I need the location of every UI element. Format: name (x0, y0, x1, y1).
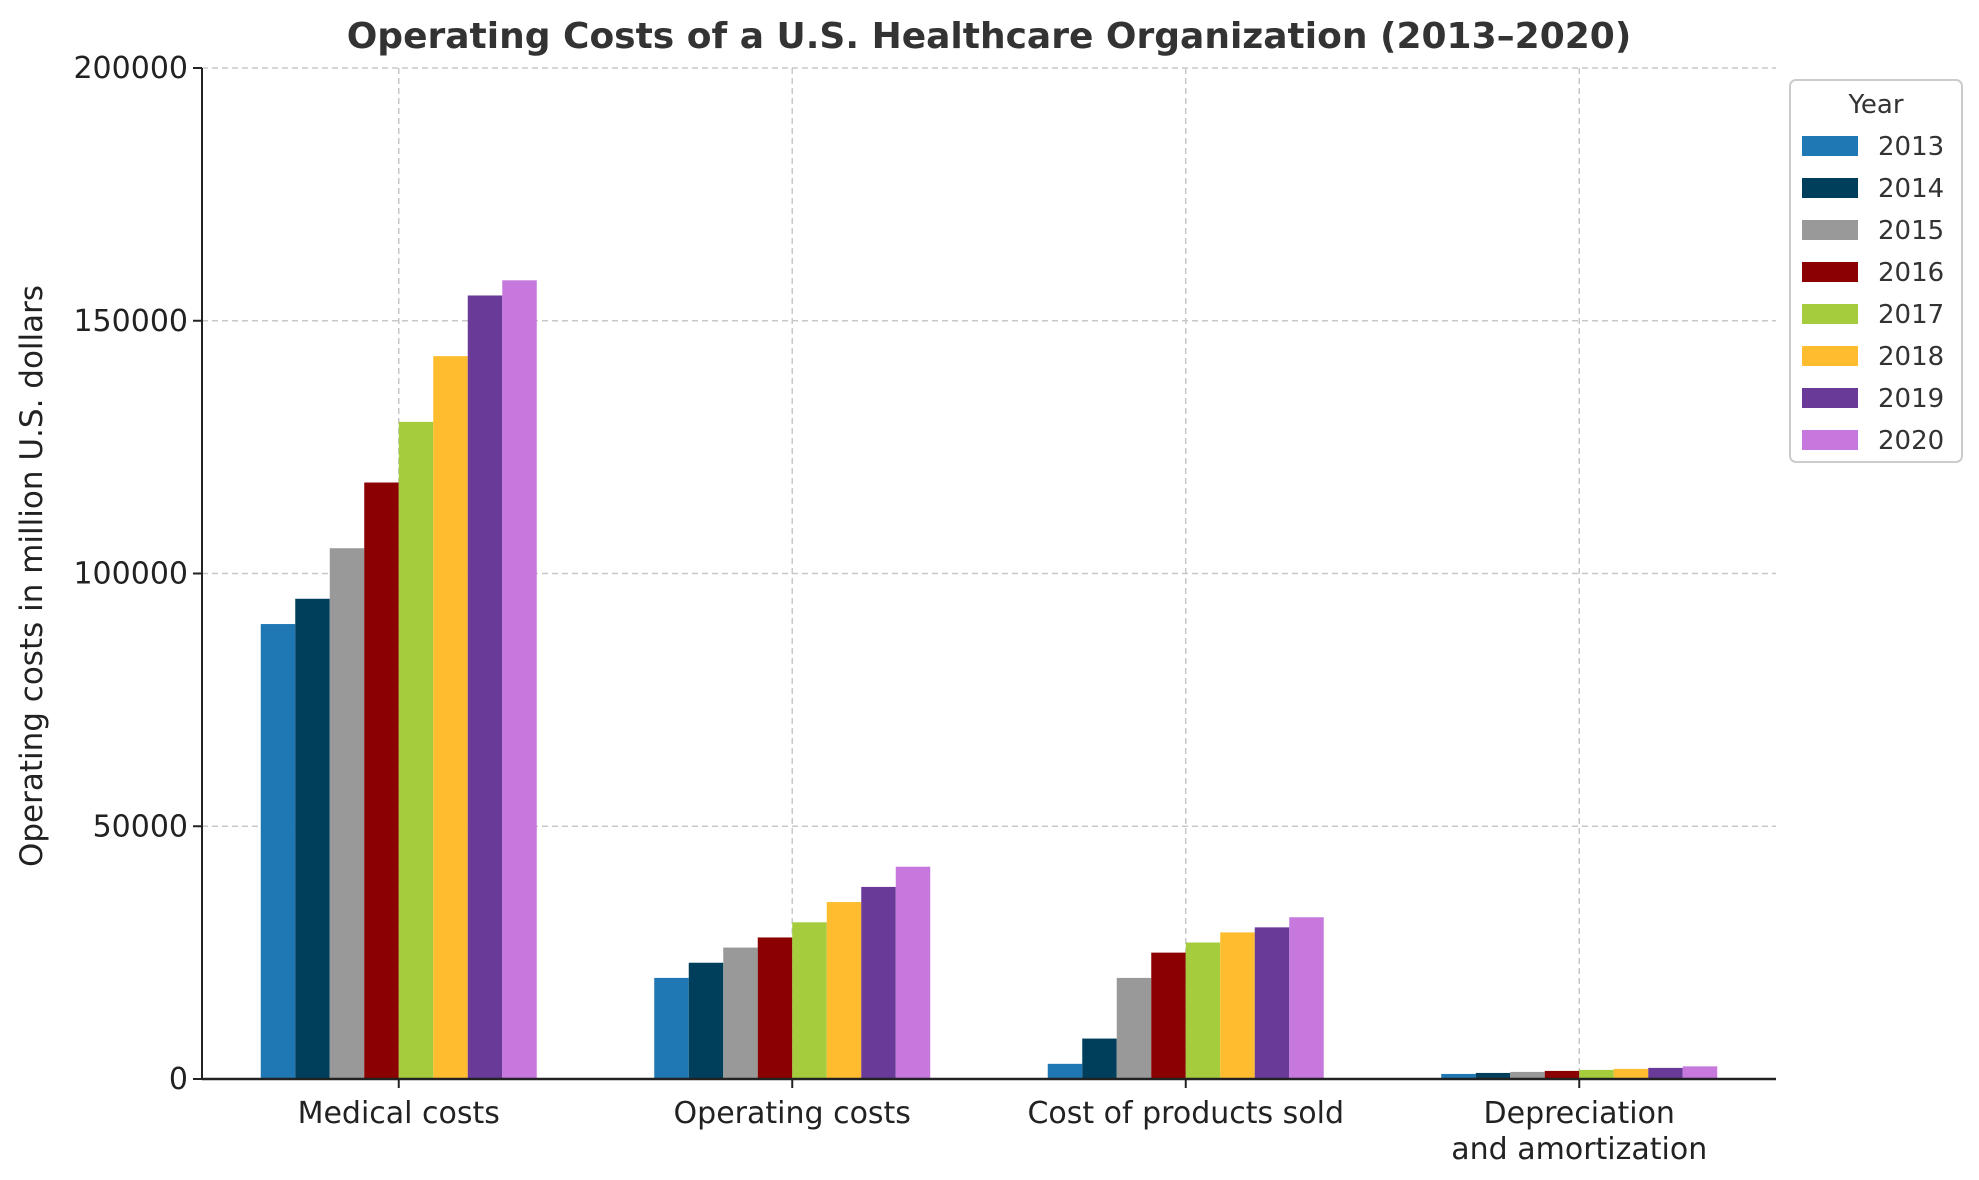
y-axis-ticks: 0 50000 100000 150000 200000 (73, 51, 202, 1097)
bar (1289, 917, 1324, 1079)
bar (757, 937, 793, 1079)
legend-swatch (1802, 430, 1858, 450)
legend-label: 2018 (1878, 342, 1944, 372)
legend-swatch (1802, 346, 1858, 366)
legend-label: 2014 (1878, 174, 1944, 204)
legend-title: Year (1847, 90, 1903, 120)
legend-label: 2013 (1878, 132, 1944, 162)
legend-swatch (1802, 178, 1858, 198)
bar (1116, 977, 1152, 1079)
legend-swatch (1802, 304, 1858, 324)
bar (260, 624, 296, 1079)
y-tick-label: 0 (169, 1062, 188, 1097)
x-tick-label: Cost of products sold (1027, 1096, 1344, 1131)
legend-swatch (1802, 388, 1858, 408)
bar (688, 962, 724, 1079)
bar (792, 922, 827, 1079)
bar (654, 977, 689, 1079)
bar (895, 866, 931, 1079)
bar (398, 421, 434, 1080)
bar (723, 947, 758, 1079)
x-tick-label: Operating costs (674, 1096, 911, 1131)
y-axis-label: Operating costs in million U.S. dollars (14, 285, 50, 867)
legend-swatch (1802, 136, 1858, 156)
y-tick-label: 100000 (73, 557, 188, 592)
bar (1579, 1069, 1614, 1079)
bar (1254, 927, 1290, 1079)
bar (467, 295, 503, 1080)
bar (1220, 932, 1255, 1079)
legend-label: 2019 (1878, 384, 1944, 414)
x-axis-ticks: Medical costs Operating costs Cost of prod… (298, 1079, 1707, 1167)
x-tick-label: Medical costs (298, 1096, 500, 1131)
legend-label: 2015 (1878, 216, 1944, 246)
bar (502, 280, 537, 1079)
bar (1613, 1068, 1649, 1079)
y-tick-label: 50000 (93, 809, 188, 844)
legend-label: 2017 (1878, 300, 1944, 330)
legend: Year 2013 2014 2015 2016 2017 2018 2019 2020 (1789, 79, 1963, 463)
legend-swatch (1802, 220, 1858, 240)
bar (1648, 1067, 1683, 1079)
bar (433, 356, 468, 1079)
legend-label: 2020 (1878, 426, 1944, 456)
y-tick-label: 200000 (73, 51, 188, 86)
bar (1475, 1072, 1511, 1079)
bar (1082, 1038, 1117, 1079)
legend-label: 2016 (1878, 258, 1944, 288)
bar (295, 598, 330, 1079)
bar (1441, 1073, 1476, 1079)
bar (1185, 942, 1221, 1079)
bar (1151, 952, 1186, 1079)
bar (1682, 1066, 1718, 1079)
bar (826, 902, 862, 1079)
bar (329, 548, 365, 1079)
chart-title: Operating Costs of a U.S. Healthcare Org… (347, 16, 1632, 57)
bars (260, 280, 1718, 1080)
legend-swatch (1802, 262, 1858, 282)
x-tick-label: Depreciation and amortization (1451, 1096, 1707, 1167)
bar (1047, 1063, 1083, 1079)
legend-box (1789, 79, 1963, 463)
bar (1544, 1070, 1580, 1079)
bar (1510, 1071, 1545, 1079)
bar (364, 482, 399, 1079)
bar (861, 886, 896, 1079)
y-tick-label: 150000 (73, 304, 188, 339)
